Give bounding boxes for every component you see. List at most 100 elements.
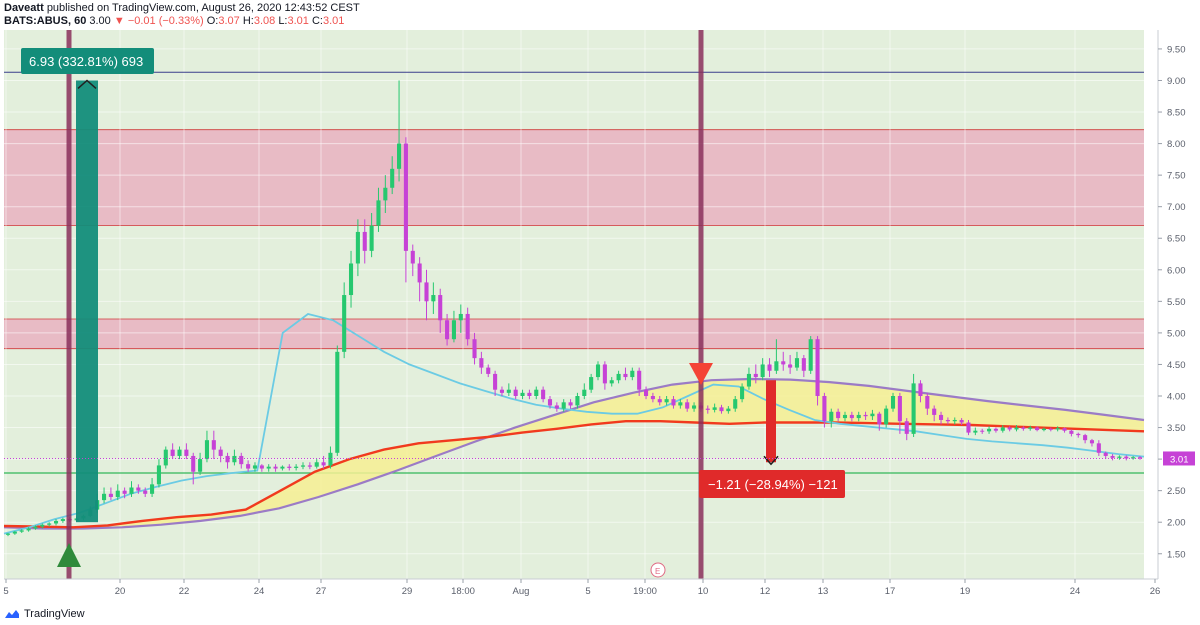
candle xyxy=(918,380,923,403)
time-tick-label: 12 xyxy=(760,586,771,597)
candle-body xyxy=(877,413,882,425)
candle xyxy=(218,446,223,463)
candle-body xyxy=(547,399,553,406)
candle xyxy=(616,370,621,384)
candle-body xyxy=(102,493,107,501)
candle-body xyxy=(108,493,113,497)
author-name[interactable]: Daveatt xyxy=(4,2,44,14)
candle-body xyxy=(1041,428,1046,431)
time-tick-label: 20 xyxy=(115,586,126,597)
candle-body xyxy=(753,373,758,378)
candle-body xyxy=(397,143,402,169)
candle-body xyxy=(575,396,580,406)
candle-body xyxy=(60,519,65,521)
candle-body xyxy=(671,399,676,406)
candle-body xyxy=(513,389,518,396)
candle xyxy=(108,487,113,501)
candle xyxy=(822,392,827,428)
close-value: 3.01 xyxy=(322,15,345,27)
time-tick-label: 10 xyxy=(698,586,709,597)
candle xyxy=(506,383,511,396)
candle-body xyxy=(465,313,470,340)
candle xyxy=(493,370,498,396)
candle-body xyxy=(616,373,621,381)
candle-body xyxy=(849,414,854,419)
candle-body xyxy=(637,370,642,390)
candle xyxy=(321,455,326,469)
candle xyxy=(1000,425,1005,433)
candle-body xyxy=(595,364,601,378)
price-tick-label: 4.00 xyxy=(1167,392,1186,403)
candle-body xyxy=(932,408,937,415)
candle-body xyxy=(897,396,902,422)
candle xyxy=(932,405,937,422)
candle-body xyxy=(561,402,566,409)
candle-body xyxy=(170,449,175,456)
candle-body xyxy=(609,380,614,384)
candle-body xyxy=(266,466,271,469)
candle xyxy=(987,426,992,434)
candle xyxy=(143,487,148,497)
candle xyxy=(808,336,813,374)
candle xyxy=(952,417,957,425)
candle xyxy=(938,411,944,425)
price-tick-label: 7.50 xyxy=(1167,171,1186,182)
candle xyxy=(150,478,155,497)
candle xyxy=(1096,440,1101,456)
time-tick-label: 13 xyxy=(818,586,829,597)
candle-body xyxy=(53,520,59,524)
publish-line: Daveatt published on TradingView.com, Au… xyxy=(4,2,360,14)
candle xyxy=(575,392,580,409)
candle xyxy=(486,364,491,378)
candle xyxy=(582,383,587,400)
candle xyxy=(259,464,264,472)
candle xyxy=(1131,455,1136,460)
earnings-marker-label: E xyxy=(655,567,660,576)
price-tick-label: 6.00 xyxy=(1167,265,1186,276)
candle xyxy=(870,409,875,420)
candle-body xyxy=(1117,456,1122,458)
candle-body xyxy=(163,449,168,466)
price-badge-bg xyxy=(1163,451,1195,466)
candle-body xyxy=(287,466,292,468)
candle xyxy=(815,336,820,406)
candle-body xyxy=(945,419,950,422)
tradingview-logo[interactable]: TradingView xyxy=(4,608,85,620)
candle-body xyxy=(870,413,875,417)
short-position-label: −1.21 (−28.94%) −121 xyxy=(708,477,838,492)
time-tick-label: 29 xyxy=(402,586,413,597)
candle xyxy=(60,517,65,523)
candle-body xyxy=(431,295,436,302)
candle xyxy=(1137,455,1143,460)
price-chart[interactable]: 6.93 (332.81%) 693 −1.21 (−28.94%) −121 E 9… xyxy=(0,0,1200,604)
candle-body xyxy=(136,487,141,491)
candle-body xyxy=(417,263,422,283)
candle-body xyxy=(1089,440,1095,444)
candle xyxy=(129,481,134,497)
candle-body xyxy=(966,422,971,433)
candle xyxy=(513,386,518,400)
candle xyxy=(973,427,978,436)
candle xyxy=(1110,454,1115,461)
candle-body xyxy=(993,428,998,431)
time-tick-label: 22 xyxy=(179,586,190,597)
down-triangle-icon: ▼ xyxy=(113,15,125,27)
candle-body xyxy=(692,405,697,409)
candle xyxy=(204,430,210,463)
candle xyxy=(472,332,477,365)
candle xyxy=(1021,426,1026,431)
candle-body xyxy=(211,440,216,450)
candle xyxy=(156,459,161,488)
candle xyxy=(53,519,59,526)
candle xyxy=(657,396,662,406)
candle-body xyxy=(177,449,182,456)
candle xyxy=(829,408,834,428)
candle xyxy=(1089,438,1095,447)
buy-triangle-icon xyxy=(57,543,81,567)
candle xyxy=(966,419,971,436)
candle xyxy=(335,345,340,456)
candle-body xyxy=(246,464,251,469)
candle-body xyxy=(156,465,161,485)
candle xyxy=(390,156,395,195)
candle-body xyxy=(438,295,443,321)
